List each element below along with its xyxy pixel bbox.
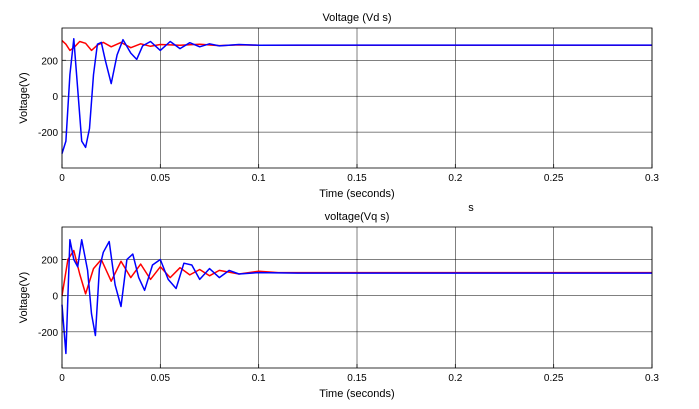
x-tick-label: 0.25 (544, 173, 564, 184)
y-axis-label: Voltage(V) (18, 272, 30, 323)
x-tick-label: 0.15 (347, 173, 367, 184)
chart-title: Voltage (Vd s) (322, 12, 391, 24)
x-tick-label: 0.2 (448, 373, 462, 384)
y-tick-label: 0 (52, 92, 58, 103)
x-tick-label: 0.25 (544, 373, 564, 384)
stray-s-label: s (468, 202, 474, 214)
x-tick-label: 0.15 (347, 373, 367, 384)
y-axis-label: Voltage(V) (18, 72, 30, 123)
x-axis-label: Time (seconds) (319, 388, 394, 400)
x-tick-label: 0.1 (252, 173, 266, 184)
x-tick-label: 0.1 (252, 373, 266, 384)
x-tick-label: 0.3 (645, 373, 659, 384)
x-tick-label: 0 (59, 373, 65, 384)
x-tick-label: 0 (59, 173, 65, 184)
x-tick-label: 0.05 (151, 173, 171, 184)
chart-title: voltage(Vq s) (325, 211, 390, 223)
series-line-red (61, 249, 652, 296)
x-axis-label: Time (seconds) (319, 188, 394, 200)
series-line-blue (61, 238, 652, 355)
x-tick-label: 0.2 (448, 173, 462, 184)
y-tick-label: -200 (38, 128, 58, 139)
y-tick-label: 200 (41, 56, 58, 67)
x-tick-label: 0.3 (645, 173, 659, 184)
y-tick-label: 0 (52, 292, 58, 303)
y-tick-label: -200 (38, 328, 58, 339)
x-tick-label: 0.05 (151, 373, 171, 384)
y-tick-label: 200 (41, 256, 58, 267)
series-line-blue (61, 38, 652, 154)
